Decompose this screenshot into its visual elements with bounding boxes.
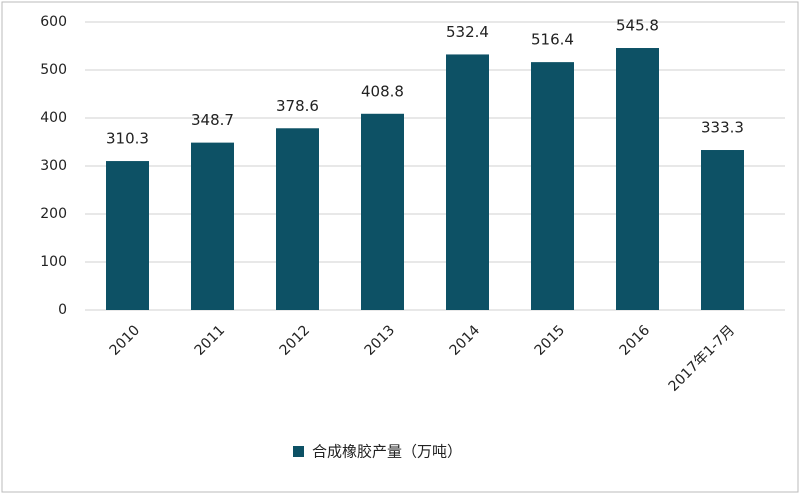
x-tick-label: 2017年1-7月 bbox=[666, 322, 738, 394]
value-label: 545.8 bbox=[616, 17, 659, 35]
bar bbox=[191, 142, 234, 310]
x-tick-label: 2016 bbox=[617, 322, 654, 359]
bar bbox=[361, 113, 404, 310]
bar bbox=[106, 161, 149, 310]
x-tick-label: 2012 bbox=[277, 322, 314, 359]
bar bbox=[276, 128, 319, 310]
value-label: 348.7 bbox=[191, 111, 234, 129]
value-label: 310.3 bbox=[106, 130, 149, 148]
value-label: 408.8 bbox=[361, 82, 404, 100]
y-tick-label: 100 bbox=[40, 254, 67, 270]
y-tick-label: 500 bbox=[40, 62, 67, 78]
value-label: 333.3 bbox=[701, 119, 744, 137]
y-tick-label: 600 bbox=[40, 14, 67, 30]
y-tick-label: 0 bbox=[58, 302, 67, 318]
legend-swatch bbox=[293, 446, 304, 457]
value-label: 532.4 bbox=[446, 23, 489, 41]
x-tick-label: 2011 bbox=[192, 322, 229, 359]
legend-label: 合成橡胶产量（万吨） bbox=[312, 443, 462, 461]
bar bbox=[446, 54, 489, 311]
value-label: 516.4 bbox=[531, 31, 574, 49]
bar bbox=[701, 150, 744, 310]
x-tick-label: 2014 bbox=[447, 322, 484, 359]
x-tick-label: 2013 bbox=[362, 322, 399, 359]
bar bbox=[616, 48, 659, 311]
x-tick-label: 2010 bbox=[107, 322, 144, 359]
y-tick-label: 200 bbox=[40, 206, 67, 222]
x-tick-label: 2015 bbox=[532, 322, 569, 359]
bar bbox=[531, 62, 574, 311]
y-tick-label: 400 bbox=[40, 110, 67, 126]
y-tick-label: 300 bbox=[40, 158, 67, 174]
value-label: 378.6 bbox=[276, 97, 319, 115]
